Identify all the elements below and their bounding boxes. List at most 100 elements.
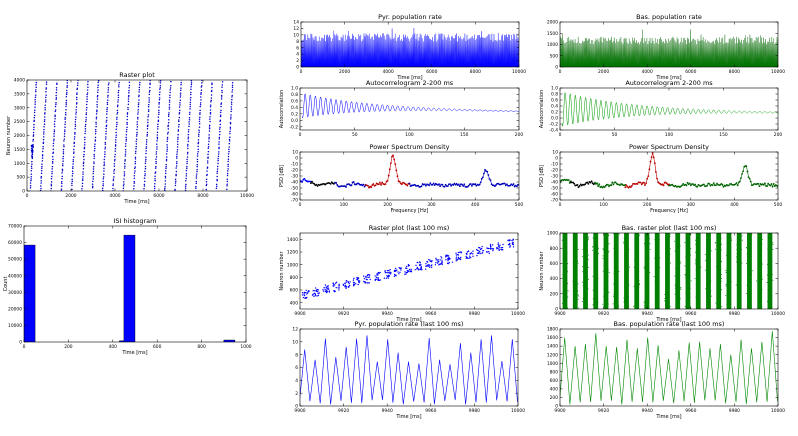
spike-dot — [644, 286, 646, 288]
spike-dot — [567, 290, 569, 292]
spike-dot — [85, 109, 88, 111]
spike-dot — [201, 84, 203, 87]
autocorrelogram-line — [561, 91, 778, 127]
chart-title: Pyr. population rate (last 100 ms) — [355, 320, 464, 328]
spike-dot — [94, 143, 96, 145]
spike-dot — [86, 95, 88, 98]
spike-dot — [467, 250, 470, 252]
spike-dot — [686, 266, 688, 268]
spike-dot — [706, 267, 708, 269]
spike-dot — [102, 176, 105, 178]
spike-dot — [749, 260, 751, 262]
spike-dot — [147, 114, 150, 116]
spike-dot — [608, 291, 610, 293]
spike-dot — [134, 152, 137, 154]
spike-dot — [106, 106, 109, 109]
spike-dot — [226, 188, 228, 191]
y-tick-label: 0.4 — [291, 105, 298, 111]
spike-dot — [508, 239, 511, 242]
spike-dot — [687, 287, 689, 289]
spike-dot — [757, 248, 759, 250]
spike-dot — [441, 260, 443, 262]
spike-dot — [158, 97, 161, 99]
spike-dot — [186, 151, 189, 154]
spike-dot — [229, 126, 232, 129]
spike-dot — [574, 290, 576, 292]
spike-dot — [684, 242, 686, 244]
y-tick-label: 1000 — [547, 42, 558, 48]
plot-area-pyr_raster_last — [301, 238, 515, 299]
spike-dot — [726, 247, 728, 249]
spike-dot — [308, 290, 310, 293]
spike-dot — [206, 170, 208, 172]
spike-dot — [658, 265, 660, 267]
spike-dot — [771, 306, 773, 308]
spike-dot — [626, 303, 628, 305]
spike-dot — [198, 133, 200, 136]
spike-dot — [455, 256, 458, 258]
spike-dot — [92, 165, 95, 168]
spike-dot — [96, 103, 98, 106]
spike-dot — [116, 113, 118, 115]
spike-stripe — [581, 233, 590, 309]
spike-dot — [165, 166, 167, 168]
spike-dot — [720, 249, 722, 251]
spike-dot — [746, 247, 748, 249]
spike-dot — [689, 296, 691, 298]
spike-dot — [477, 252, 480, 255]
spike-dot — [625, 303, 627, 305]
axes-frame — [300, 21, 520, 68]
spike-dot — [622, 241, 624, 243]
spike-dot — [368, 282, 370, 284]
spike-dot — [45, 88, 47, 90]
spike-dot — [769, 252, 771, 254]
x-tick-label: 800 — [197, 344, 206, 350]
spike-dot — [199, 111, 201, 114]
spike-cluster — [444, 254, 454, 265]
spike-dot — [664, 237, 666, 239]
spike-dot — [35, 86, 37, 88]
spike-dot — [565, 262, 567, 264]
stripe-band — [716, 233, 722, 309]
spike-dot — [175, 180, 177, 182]
spike-dot — [636, 306, 638, 308]
spike-dot — [705, 269, 707, 271]
spike-dot — [168, 99, 171, 102]
spike-dot — [643, 267, 645, 269]
spike-dot — [179, 94, 182, 96]
spike-dot — [32, 134, 35, 136]
spike-dot — [84, 136, 86, 139]
y-tick-label: 1.0 — [551, 86, 558, 92]
spike-dot — [608, 250, 610, 252]
x-tick-label: 8000 — [197, 193, 208, 199]
spike-dot — [647, 256, 649, 258]
spike-dot — [145, 156, 147, 158]
chart-title: Autocorrelogram 2-200 ms — [625, 79, 713, 87]
spike-dot — [593, 250, 595, 252]
plot-area-bas_rate_last — [560, 331, 778, 405]
spike-dot — [104, 151, 106, 153]
spike-dot — [680, 287, 682, 289]
spike-dot — [218, 151, 220, 153]
spike-dot — [725, 285, 727, 287]
spike-dot — [208, 140, 210, 143]
spike-dot — [472, 255, 474, 258]
spike-dot — [34, 94, 37, 96]
spike-dot — [149, 82, 151, 84]
spike-dot — [64, 112, 67, 114]
spike-dot — [95, 130, 97, 133]
spike-dot — [313, 295, 315, 298]
spike-dot — [577, 290, 579, 292]
spike-dot — [613, 283, 615, 285]
spike-dot — [674, 285, 676, 287]
panel-bas_psd: 0 100 200 300 400 500-70-60-50-40-30-20-10010… — [539, 143, 782, 214]
spike-dot — [205, 178, 208, 181]
spike-dot — [116, 121, 118, 124]
spike-dot — [648, 237, 650, 239]
spike-dot — [677, 294, 679, 296]
spike-dot — [107, 91, 109, 93]
spike-dot — [133, 175, 136, 177]
spike-dot — [53, 133, 55, 135]
spike-dot — [363, 280, 365, 283]
